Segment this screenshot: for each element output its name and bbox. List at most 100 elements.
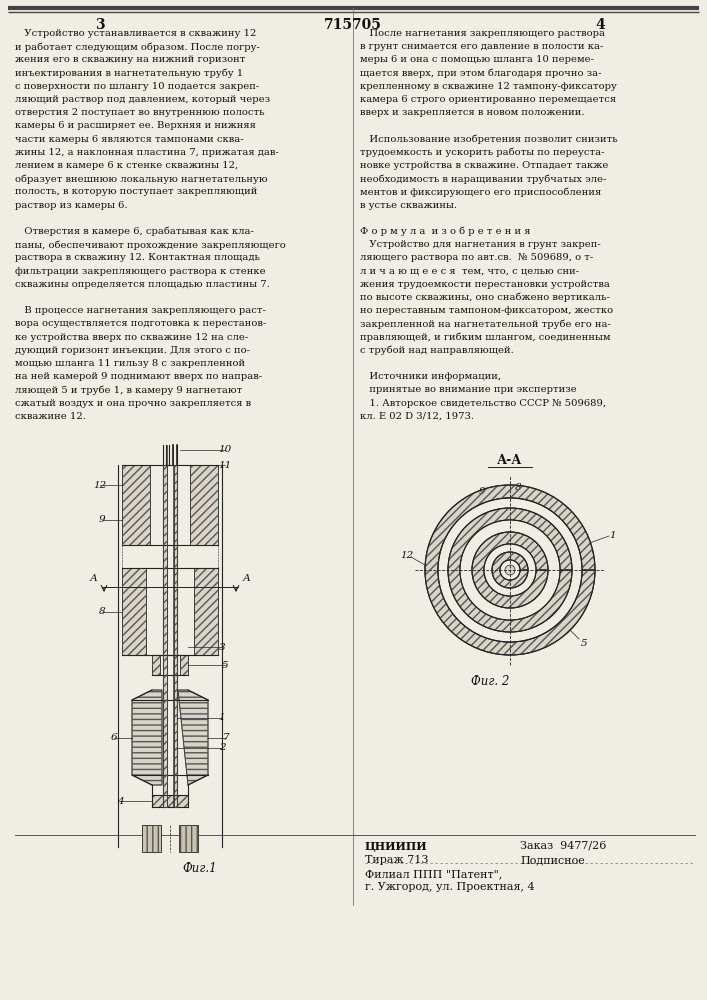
Text: Фиг.1: Фиг.1	[182, 862, 217, 875]
Text: раствор из камеры 6.: раствор из камеры 6.	[15, 201, 127, 210]
Text: фильтрации закрепляющего раствора к стенке: фильтрации закрепляющего раствора к стен…	[15, 267, 266, 276]
Text: принятые во внимание при экспертизе: принятые во внимание при экспертизе	[360, 385, 577, 394]
Text: части камеры 6 являются тампонами сква-: части камеры 6 являются тампонами сква-	[15, 135, 244, 144]
Text: 12: 12	[400, 550, 414, 560]
Text: закрепленной на нагнетательной трубе его на-: закрепленной на нагнетательной трубе его…	[360, 319, 611, 329]
Text: 8: 8	[99, 607, 105, 616]
Polygon shape	[178, 690, 208, 785]
Text: меры 6 и она с помощью шланга 10 переме-: меры 6 и она с помощью шланга 10 переме-	[360, 55, 594, 64]
Text: 3: 3	[218, 643, 226, 652]
Text: 3: 3	[95, 18, 105, 32]
Polygon shape	[152, 795, 188, 807]
Circle shape	[500, 560, 520, 580]
Polygon shape	[132, 690, 162, 785]
Text: кл. Е 02 D 3/12, 1973.: кл. Е 02 D 3/12, 1973.	[360, 412, 474, 421]
Text: г. Ужгород, ул. Проектная, 4: г. Ужгород, ул. Проектная, 4	[365, 882, 534, 892]
Text: ЦНИИПИ: ЦНИИПИ	[365, 841, 428, 852]
Text: Устройство для нагнетания в грунт закреп-: Устройство для нагнетания в грунт закреп…	[360, 240, 601, 249]
Text: жины 12, а наклонная пластина 7, прижатая дав-: жины 12, а наклонная пластина 7, прижата…	[15, 148, 279, 157]
Text: камера 6 строго ориентированно перемещается: камера 6 строго ориентированно перемещае…	[360, 95, 616, 104]
Circle shape	[460, 520, 560, 620]
Text: Заказ  9477/26: Заказ 9477/26	[520, 841, 607, 851]
Text: правляющей, и гибким шлангом, соединенным: правляющей, и гибким шлангом, соединенны…	[360, 333, 611, 342]
Polygon shape	[163, 465, 167, 807]
Text: щается вверх, при этом благодаря прочно за-: щается вверх, при этом благодаря прочно …	[360, 69, 602, 78]
Text: л и ч а ю щ е е с я  тем, что, с целью сни-: л и ч а ю щ е е с я тем, что, с целью сн…	[360, 267, 579, 276]
Text: Филиал ППП "Патент",: Филиал ППП "Патент",	[365, 869, 503, 879]
Text: паны, обеспечивают прохождение закрепляющего: паны, обеспечивают прохождение закрепляю…	[15, 240, 286, 250]
Polygon shape	[142, 825, 161, 852]
Text: Фиг. 2: Фиг. 2	[471, 675, 509, 688]
Text: 8: 8	[515, 484, 521, 492]
Text: 11: 11	[218, 460, 232, 470]
Text: ляющего раствора по авт.св.  № 509689, о т-: ляющего раствора по авт.св. № 509689, о …	[360, 253, 593, 262]
Polygon shape	[180, 655, 188, 675]
Text: в грунт снимается его давление в полости ка-: в грунт снимается его давление в полости…	[360, 42, 603, 51]
Text: 12: 12	[93, 481, 107, 489]
Text: крепленному в скважине 12 тампону-фиксатору: крепленному в скважине 12 тампону-фиксат…	[360, 82, 617, 91]
Text: 7: 7	[223, 734, 229, 742]
Text: по высоте скважины, оно снабжено вертикаль-: по высоте скважины, оно снабжено вертика…	[360, 293, 610, 302]
Text: 10: 10	[218, 446, 232, 454]
Text: с трубой над направляющей.: с трубой над направляющей.	[360, 346, 514, 355]
Text: дующий горизонт инъекции. Для этого с по-: дующий горизонт инъекции. Для этого с по…	[15, 346, 250, 355]
Polygon shape	[190, 465, 218, 545]
Text: скважине 12.: скважине 12.	[15, 412, 86, 421]
Text: Устройство устанавливается в скважину 12: Устройство устанавливается в скважину 12	[15, 29, 257, 38]
Text: в устье скважины.: в устье скважины.	[360, 201, 457, 210]
Polygon shape	[179, 825, 198, 852]
Text: В процессе нагнетания закрепляющего раст-: В процессе нагнетания закрепляющего раст…	[15, 306, 266, 315]
Circle shape	[484, 544, 536, 596]
Circle shape	[438, 498, 582, 642]
Text: Отверстия в камере 6, срабатывая как кла-: Отверстия в камере 6, срабатывая как кла…	[15, 227, 254, 236]
Text: камеры 6 и расширяет ее. Верхняя и нижняя: камеры 6 и расширяет ее. Верхняя и нижня…	[15, 121, 256, 130]
Text: А: А	[89, 574, 97, 583]
Text: вверх и закрепляется в новом положении.: вверх и закрепляется в новом положении.	[360, 108, 585, 117]
Polygon shape	[425, 485, 595, 655]
Text: 1: 1	[609, 532, 617, 540]
Text: мощью шланга 11 гильзу 8 с закрепленной: мощью шланга 11 гильзу 8 с закрепленной	[15, 359, 245, 368]
Text: Источники информации,: Источники информации,	[360, 372, 501, 381]
Text: жения его в скважину на нижний горизонт: жения его в скважину на нижний горизонт	[15, 55, 245, 64]
Text: жения трудоемкости перестановки устройства: жения трудоемкости перестановки устройст…	[360, 280, 610, 289]
Text: 4: 4	[117, 796, 123, 806]
Polygon shape	[122, 465, 150, 545]
Text: трудоемкость и ускорить работы по переуста-: трудоемкость и ускорить работы по переус…	[360, 148, 604, 157]
Polygon shape	[194, 568, 218, 655]
Text: лением в камере 6 к стенке скважины 12,: лением в камере 6 к стенке скважины 12,	[15, 161, 238, 170]
Text: вора осуществляется подготовка к перестанов-: вора осуществляется подготовка к переста…	[15, 319, 267, 328]
Text: полость, в которую поступает закрепляющий: полость, в которую поступает закрепляющи…	[15, 187, 257, 196]
Text: 1: 1	[218, 714, 226, 722]
Text: 1. Авторское свидетельство СССР № 509689,: 1. Авторское свидетельство СССР № 509689…	[360, 399, 606, 408]
Text: А-А: А-А	[497, 454, 522, 467]
Polygon shape	[152, 655, 160, 675]
Text: 2: 2	[218, 744, 226, 752]
Text: новке устройства в скважине. Отпадает также: новке устройства в скважине. Отпадает та…	[360, 161, 609, 170]
Text: После нагнетания закрепляющего раствора: После нагнетания закрепляющего раствора	[360, 29, 605, 38]
Text: ляющий раствор под давлением, который через: ляющий раствор под давлением, который че…	[15, 95, 270, 104]
Text: образует внешнюю локальную нагнетательную: образует внешнюю локальную нагнетательну…	[15, 174, 268, 184]
Polygon shape	[173, 465, 177, 807]
Text: 6: 6	[111, 734, 117, 742]
Text: А: А	[243, 574, 251, 583]
Circle shape	[505, 565, 515, 575]
Text: Подписное: Подписное	[520, 855, 585, 865]
Text: 715705: 715705	[324, 18, 382, 32]
Text: 9: 9	[479, 487, 485, 495]
Text: и работает следующим образом. После погру-: и работает следующим образом. После погр…	[15, 42, 260, 52]
Text: необходимость в наращивании трубчатых эле-: необходимость в наращивании трубчатых эл…	[360, 174, 607, 184]
Text: ляющей 5 и трубе 1, в камеру 9 нагнетают: ляющей 5 и трубе 1, в камеру 9 нагнетают	[15, 385, 243, 395]
Text: инъектирования в нагнетательную трубу 1: инъектирования в нагнетательную трубу 1	[15, 69, 243, 78]
Text: 5: 5	[222, 660, 228, 670]
Text: ке устройства вверх по скважине 12 на сле-: ке устройства вверх по скважине 12 на сл…	[15, 333, 248, 342]
Polygon shape	[492, 552, 528, 588]
Text: с поверхности по шлангу 10 подается закреп-: с поверхности по шлангу 10 подается закр…	[15, 82, 259, 91]
Text: раствора в скважину 12. Контактная площадь: раствора в скважину 12. Контактная площа…	[15, 253, 260, 262]
Text: ментов и фиксирующего его приспособления: ментов и фиксирующего его приспособления	[360, 187, 601, 197]
Text: отверстия 2 поступает во внутреннюю полость: отверстия 2 поступает во внутреннюю поло…	[15, 108, 264, 117]
Text: Использование изобретения позволит снизить: Использование изобретения позволит снизи…	[360, 135, 618, 144]
Polygon shape	[448, 508, 572, 632]
Text: 5: 5	[580, 640, 588, 648]
Text: Ф о р м у л а  и з о б р е т е н и я: Ф о р м у л а и з о б р е т е н и я	[360, 227, 530, 236]
Text: 4: 4	[595, 18, 605, 32]
